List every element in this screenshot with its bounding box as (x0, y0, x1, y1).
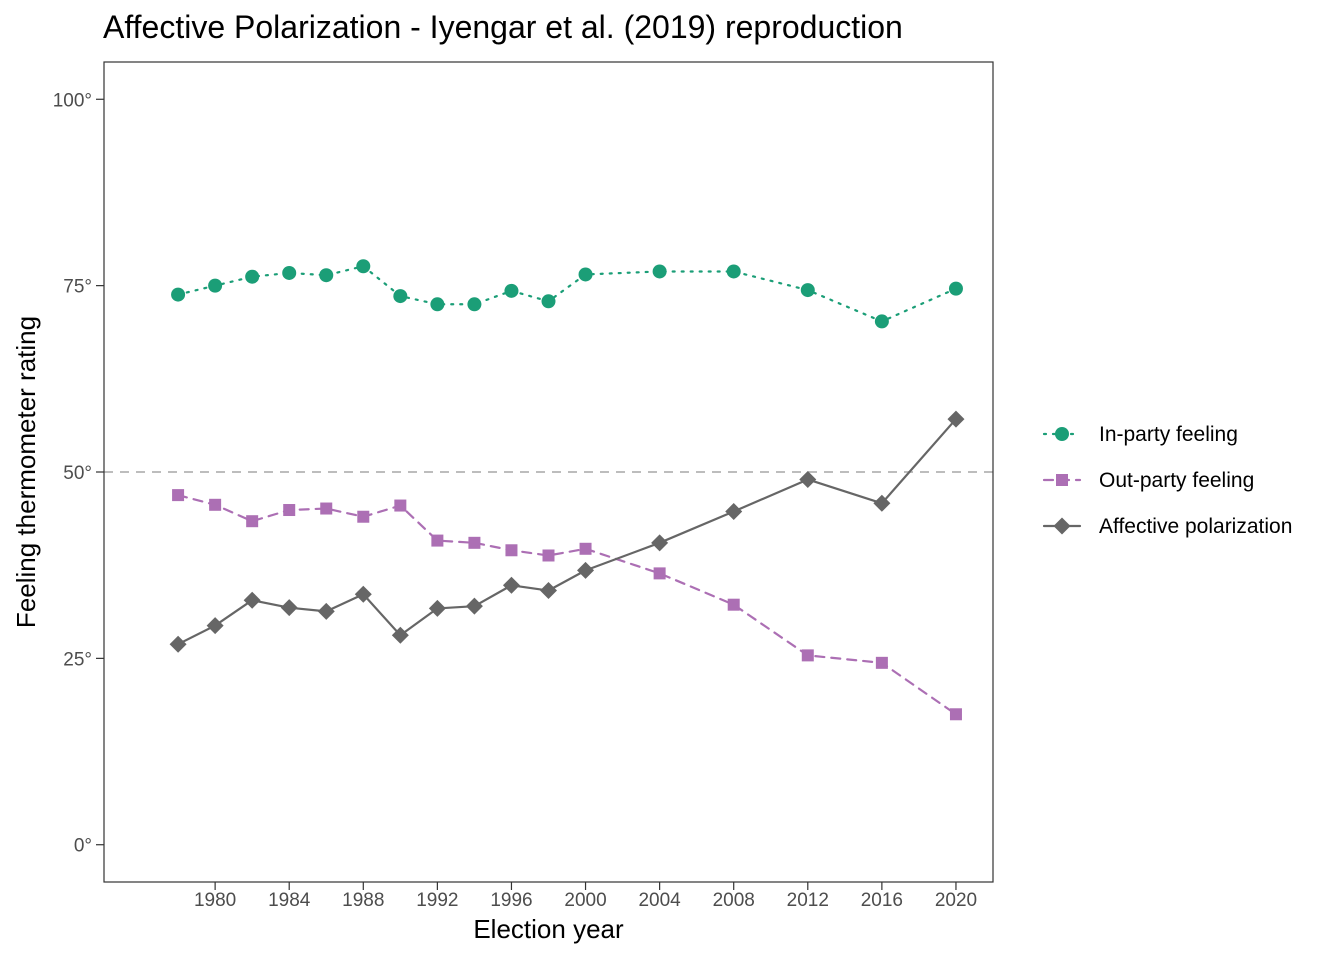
legend-key-marker-1 (1056, 474, 1068, 486)
series-2-point (465, 597, 483, 615)
y-tick-label: 75° (63, 277, 92, 298)
x-tick-label: 1996 (490, 890, 532, 911)
series-1-point (875, 656, 888, 669)
series-2-point (725, 503, 743, 521)
series-0-point (356, 259, 371, 274)
axes: 0° 25° 50° 75° 100° 1980 1984 1988 1992 1996 2000 2… (53, 90, 977, 911)
series-line-0 (176, 265, 958, 323)
series-1-point (579, 542, 592, 555)
legend-label-2: Affective polarization (1099, 515, 1292, 538)
series-2-point (243, 591, 261, 609)
series-2-point (206, 617, 224, 635)
series-0-point (282, 265, 297, 280)
legend-key-marker-2 (1053, 517, 1071, 535)
x-tick-label: 2012 (787, 890, 829, 911)
legend-label-1: Out-party feeling (1099, 469, 1254, 492)
series-2-point (354, 585, 372, 603)
series-1-point (505, 544, 518, 557)
x-tick-label: 1984 (268, 890, 311, 911)
series-2-point (873, 494, 891, 512)
series-0-point (430, 297, 445, 312)
x-tick-label: 1988 (342, 890, 384, 911)
series-2-point (280, 599, 298, 617)
x-tick-label: 1992 (416, 890, 458, 911)
series-1-point (283, 504, 296, 517)
series-1-point (653, 567, 666, 580)
series-0-point (504, 283, 519, 298)
x-tick-label: 2000 (564, 890, 606, 911)
x-tick-label: 2016 (861, 890, 903, 911)
series-0-point (171, 287, 186, 302)
y-tick-label: 0° (74, 836, 92, 857)
series-0-point (541, 294, 556, 309)
series-2-point (391, 626, 409, 644)
series-line-1 (176, 494, 958, 716)
y-axis-title: Feeling thermometer rating (11, 316, 41, 628)
y-tick-label: 25° (63, 649, 92, 670)
series-2-point (947, 410, 965, 428)
legend-key-marker-0 (1055, 427, 1069, 441)
series-1-point (209, 498, 222, 511)
series-0-point (948, 281, 963, 296)
series-0-point (319, 268, 334, 283)
x-tick-label: 2008 (713, 890, 755, 911)
series-1-point (246, 515, 259, 528)
chart-title: Affective Polarization - Iyengar et al. … (103, 9, 903, 45)
series-1-point (357, 510, 370, 523)
series-1-point (172, 489, 185, 502)
series-0-point (652, 264, 667, 279)
y-tick-label: 100° (53, 90, 92, 111)
series-1-point (727, 598, 740, 611)
series-1-point (542, 549, 555, 562)
series-1-point (801, 649, 814, 662)
series-2-point (502, 576, 520, 594)
legend-label-0: In-party feeling (1099, 423, 1238, 446)
series-0-point (874, 314, 889, 329)
series-0-point (245, 269, 260, 284)
series-1-point (320, 502, 333, 515)
legend: In-party feeling Out-party feeling Affecti… (1042, 423, 1292, 538)
series-0-point (393, 289, 408, 304)
y-tick-label: 50° (63, 463, 92, 484)
series-0-point (800, 283, 815, 298)
series-1-point (468, 536, 481, 549)
x-tick-label: 1980 (194, 890, 236, 911)
series-0-point (578, 267, 593, 282)
series-2-point (577, 561, 595, 579)
series-2-point (540, 582, 557, 600)
series-1-point (431, 534, 444, 547)
series-2-point (651, 534, 669, 552)
x-tick-label: 2020 (935, 890, 977, 911)
series-2-point (317, 602, 335, 620)
series-2-point (799, 470, 817, 488)
series-2-point (428, 599, 446, 617)
x-axis-title: Election year (473, 914, 624, 944)
series-2-point (169, 635, 187, 653)
series-0-point (726, 264, 741, 279)
series-0-point (208, 278, 223, 293)
series-0-point (467, 297, 482, 312)
x-tick-label: 2004 (638, 890, 681, 911)
series-1-point (949, 708, 962, 721)
plot-area (104, 259, 993, 721)
series-1-point (394, 499, 407, 512)
